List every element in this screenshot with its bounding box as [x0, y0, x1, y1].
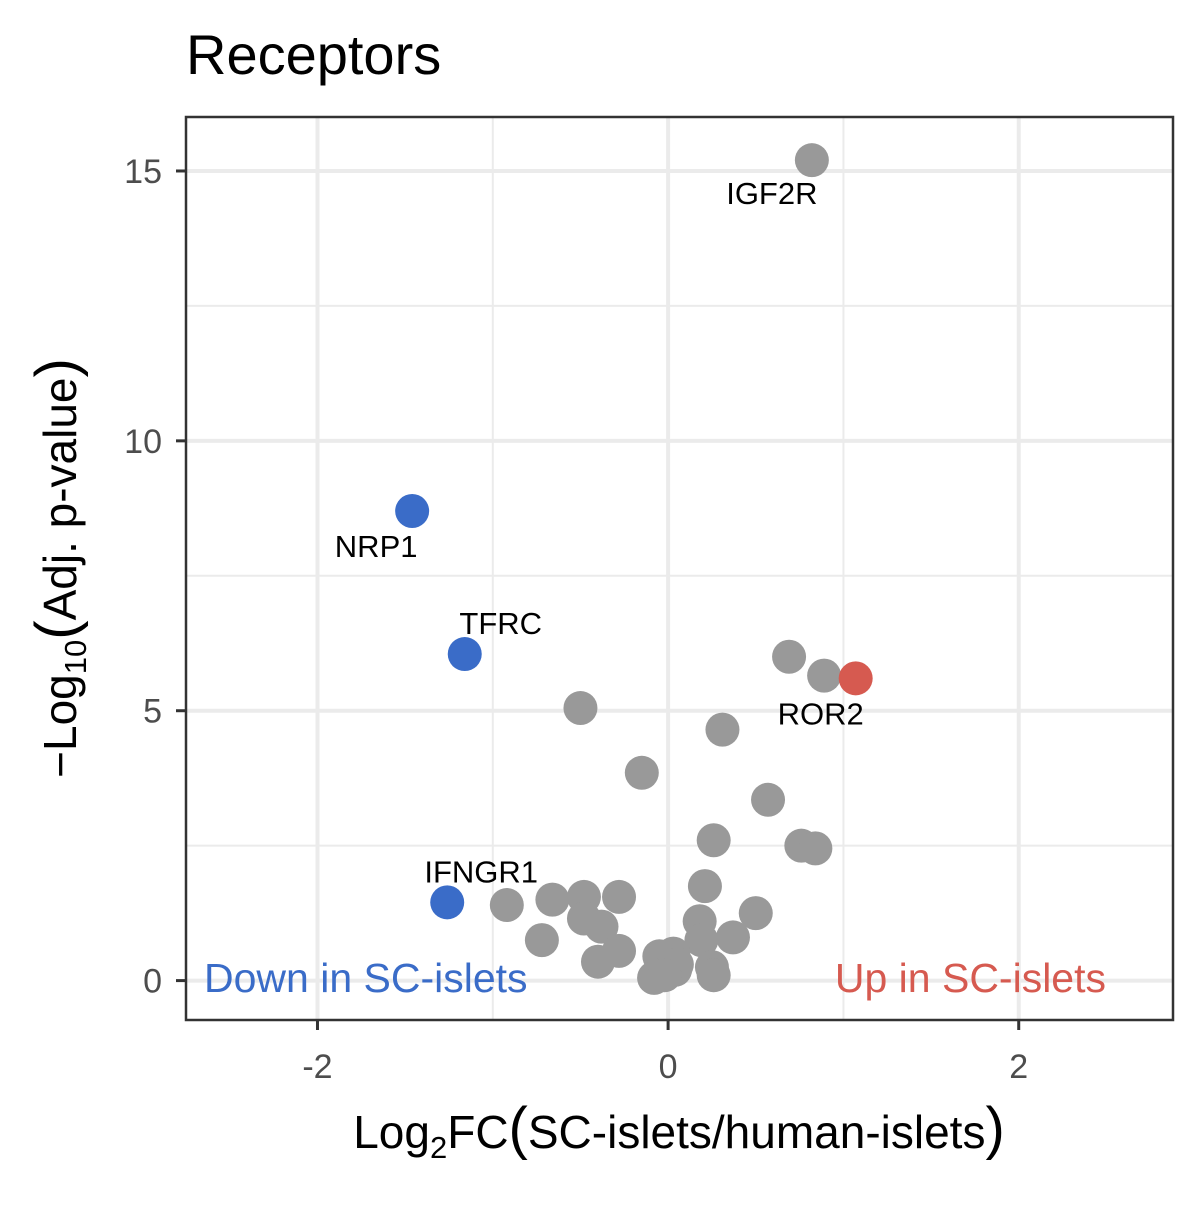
up-annotation: Up in SC-islets [835, 955, 1106, 1001]
y-axis-title-prefix: −Log [34, 674, 86, 778]
point-labels-layer: IGF2R NRP1 TFRC IFNGR1 ROR2 [335, 176, 864, 889]
data-point [625, 756, 659, 790]
data-point [716, 920, 750, 954]
x-axis-title: Log2FC(SC-islets/human-islets) [353, 1096, 1005, 1165]
grid-layer [186, 117, 1173, 1020]
point-ror2 [839, 661, 873, 695]
point-label-ror2: ROR2 [778, 696, 864, 731]
point-label-ifngr1: IFNGR1 [424, 854, 538, 889]
y-tick-label: 5 [143, 693, 162, 731]
y-axis-title: −Log10(Adj. p-value) [24, 358, 93, 778]
data-point [798, 831, 832, 865]
point-label-igf2r: IGF2R [726, 176, 817, 211]
data-point [581, 945, 615, 979]
data-point [697, 958, 731, 992]
y-tick-label: 15 [124, 153, 162, 191]
x-tick-label: -2 [302, 1048, 332, 1086]
x-axis-title-mid: FC [447, 1106, 508, 1158]
x-axis-title-close-paren: ) [985, 1096, 1004, 1161]
y-axis-title-inner: Adj. p-value [34, 377, 86, 620]
point-ifngr1 [430, 885, 464, 919]
x-axis-title-open-paren: ( [509, 1096, 528, 1161]
down-annotation: Down in SC-islets [204, 955, 528, 1001]
data-point [535, 883, 569, 917]
data-point [563, 691, 597, 725]
y-axis-title-open-paren: ( [24, 620, 89, 639]
data-point [602, 880, 636, 914]
x-tick-label: 0 [659, 1048, 678, 1086]
ticks-layer: -2 0 2 0 5 10 15 [124, 153, 1028, 1086]
y-tick-label: 10 [124, 423, 162, 461]
y-axis-title-close-paren: ) [24, 358, 89, 377]
data-point [705, 713, 739, 747]
x-axis-title-inner: SC-islets/human-islets [528, 1106, 986, 1158]
panel-border [186, 117, 1173, 1020]
y-axis-title-subscript: 10 [58, 640, 93, 674]
data-point [648, 958, 682, 992]
data-point [751, 783, 785, 817]
data-point [772, 640, 806, 674]
x-axis-title-subscript: 2 [430, 1130, 447, 1165]
data-point [490, 888, 524, 922]
point-tfrc [448, 637, 482, 671]
point-label-tfrc: TFRC [459, 606, 542, 641]
data-point [525, 923, 559, 957]
data-point [688, 869, 722, 903]
x-axis-title-prefix: Log [353, 1106, 430, 1158]
point-label-nrp1: NRP1 [335, 529, 418, 564]
y-tick-label: 0 [143, 963, 162, 1001]
point-nrp1 [395, 494, 429, 528]
point-igf2r [795, 143, 829, 177]
data-point [697, 823, 731, 857]
chart-title: Receptors [186, 23, 441, 86]
data-point [807, 659, 841, 693]
x-tick-label: 2 [1009, 1048, 1028, 1086]
